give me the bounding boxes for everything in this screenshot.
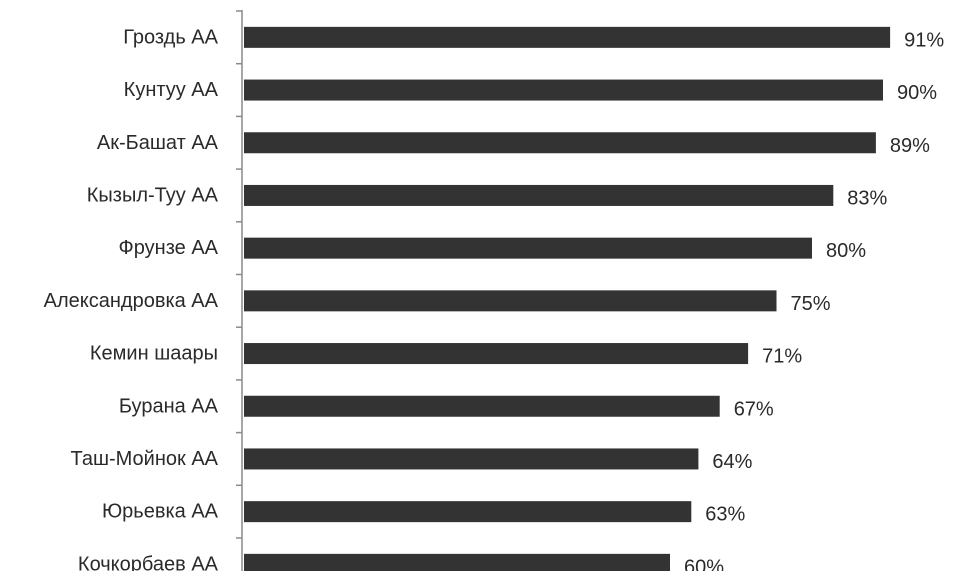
bar <box>244 448 699 470</box>
value-label: 75% <box>791 293 831 315</box>
bar <box>244 26 891 48</box>
value-label: 63% <box>705 504 745 526</box>
bar <box>244 132 876 154</box>
category-label: Таш-Мойнок АА <box>71 448 219 470</box>
bar <box>244 237 812 259</box>
value-label: 90% <box>897 82 937 104</box>
bar <box>244 501 692 523</box>
bar <box>244 184 834 206</box>
category-labels: Гроздь АА Кунтуу АА Ак-Башат АА Кызыл-Туу А… <box>44 26 219 571</box>
category-label: Александровка АА <box>44 290 219 312</box>
category-label: Бурана АА <box>119 395 219 417</box>
value-label: 64% <box>712 451 752 473</box>
category-label: Ак-Башат АА <box>97 132 219 154</box>
bar-series <box>244 26 891 571</box>
category-label: Кызыл-Туу АА <box>87 184 219 206</box>
bar <box>244 290 777 312</box>
value-label: 71% <box>762 346 802 368</box>
value-label: 83% <box>847 187 887 209</box>
category-label: Юрьевка АА <box>102 501 219 523</box>
value-labels: 91% 90% 89% 83% 80% 75% 71% 67% 64% 63% 60% <box>684 29 944 571</box>
value-label: 91% <box>904 29 944 51</box>
category-label: Кочкорбаев АА <box>78 553 219 571</box>
value-label: 60% <box>684 556 724 571</box>
bar <box>244 395 720 417</box>
y-axis-ticks <box>236 10 242 539</box>
bar <box>244 343 749 365</box>
value-label: 89% <box>890 135 930 157</box>
value-label: 80% <box>826 240 866 262</box>
value-label: 67% <box>734 398 774 420</box>
category-label: Кемин шаары <box>90 343 218 365</box>
bar <box>244 79 883 101</box>
category-label: Фрунзе АА <box>119 237 219 259</box>
category-label: Гроздь АА <box>123 26 218 48</box>
category-label: Кунтуу АА <box>124 79 219 101</box>
bar <box>244 553 670 571</box>
